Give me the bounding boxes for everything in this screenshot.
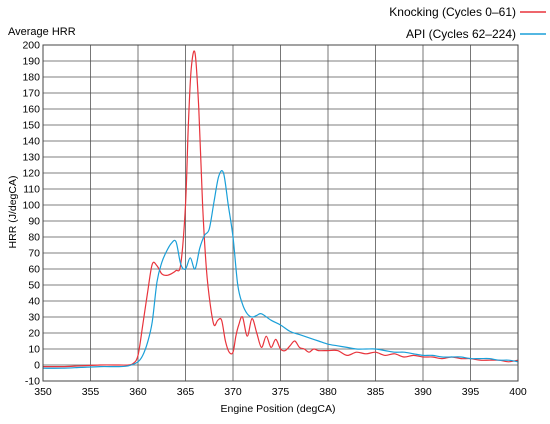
legend-item-api[interactable]: API (Cycles 62–224): [406, 27, 546, 41]
y-tick-label: -10: [25, 376, 40, 388]
y-tick-label: 110: [23, 184, 40, 196]
y-axis-label: HRR (J/degCA): [7, 176, 19, 249]
x-tick-label: 370: [224, 386, 242, 398]
x-tick-label: 400: [509, 386, 527, 398]
x-axis-label: Engine Position (degCA): [221, 403, 336, 415]
legend: Knocking (Cycles 0–61) API (Cycles 62–22…: [389, 5, 546, 41]
y-tick-label: 80: [28, 232, 40, 244]
y-tick-label: 170: [22, 88, 40, 100]
y-tick-label: 0: [34, 360, 40, 372]
y-tick-label: 140: [22, 136, 40, 148]
x-tick-labels: 350 355 360 365 370 375 380 385 390 395 400: [34, 386, 527, 398]
y-tick-label: 130: [22, 152, 40, 164]
y-tick-label: 50: [28, 280, 40, 292]
y-tick-label: 30: [28, 312, 40, 324]
series-line-api: [42, 170, 519, 369]
series-lines: [42, 50, 519, 369]
x-tick-label: 375: [272, 386, 290, 398]
legend-label-api: API (Cycles 62–224): [406, 27, 516, 41]
y-tick-label: 90: [28, 216, 40, 228]
y-tick-label: 190: [22, 56, 40, 68]
x-tick-label: 395: [462, 386, 480, 398]
x-tick-label: 355: [82, 386, 100, 398]
series-line-knocking: [42, 50, 519, 368]
x-tick-label: 350: [34, 386, 52, 398]
legend-label-knocking: Knocking (Cycles 0–61): [389, 5, 516, 19]
chart-title: Average HRR: [8, 26, 76, 38]
y-tick-labels: -10 0 10 20 30 40 50 60 70 80 90 100 110 120 130 140 150…: [22, 40, 40, 388]
x-tick-label: 385: [367, 386, 385, 398]
x-tick-label: 380: [319, 386, 337, 398]
x-tick-label: 390: [414, 386, 432, 398]
legend-item-knocking[interactable]: Knocking (Cycles 0–61): [389, 5, 546, 19]
y-tick-label: 100: [22, 200, 40, 212]
y-tick-label: 180: [22, 72, 40, 84]
y-tick-label: 60: [28, 264, 40, 276]
y-tick-label: 20: [28, 328, 40, 340]
x-tick-label: 360: [129, 386, 147, 398]
y-tick-label: 10: [28, 344, 40, 356]
y-tick-label: 120: [22, 168, 40, 180]
plot-frame: [42, 44, 519, 382]
y-tick-label: 150: [22, 120, 40, 132]
x-tick-label: 365: [177, 386, 195, 398]
y-tick-label: 70: [28, 248, 40, 260]
y-tick-label: 200: [22, 40, 40, 52]
y-tick-label: 40: [28, 296, 40, 308]
y-tick-label: 160: [22, 104, 40, 116]
